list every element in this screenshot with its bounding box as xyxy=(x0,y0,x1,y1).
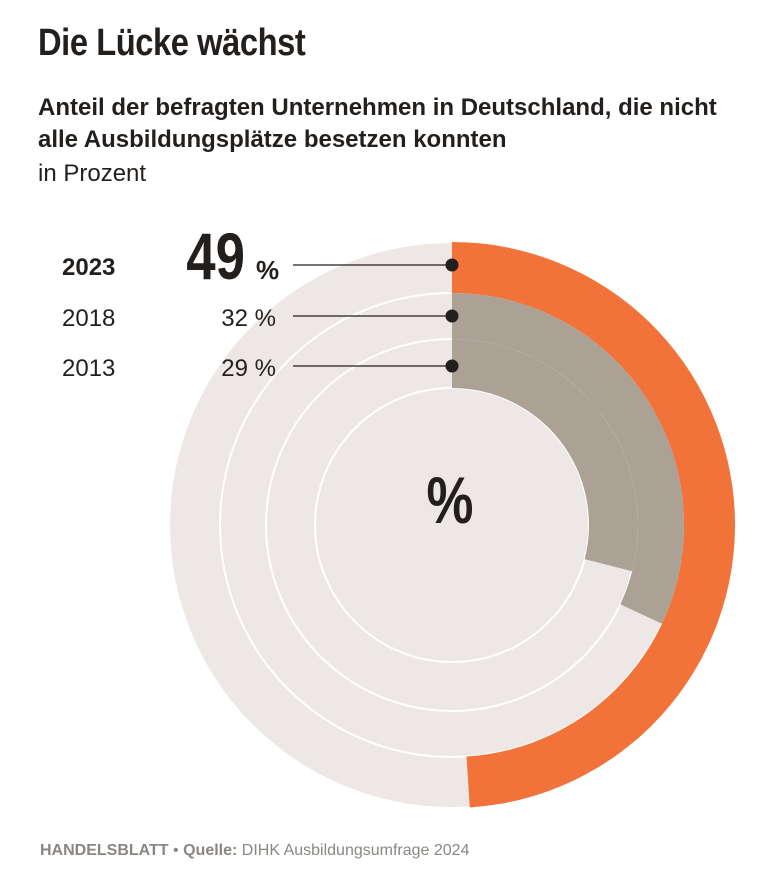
chart-title: Die Lücke wächst xyxy=(38,22,306,64)
value-label-2018: 32 % xyxy=(221,305,276,332)
chart-subtitle: Anteil der befragten Unternehmen in Deut… xyxy=(38,94,717,153)
ring-arc-2013 xyxy=(452,339,638,572)
footer: HANDELSBLATT • Quelle: DIHK Ausbildungsu… xyxy=(40,842,469,860)
year-label-2023: 2023 xyxy=(62,254,115,281)
unit-label: in Prozent xyxy=(38,160,147,187)
year-label-2013: 2013 xyxy=(62,355,115,382)
footer-separator: • xyxy=(173,842,179,859)
year-label-2018: 2018 xyxy=(62,305,115,332)
leader-dot-2013 xyxy=(445,359,459,373)
value-unit-2023: % xyxy=(256,255,279,285)
ring-arc-2023 xyxy=(452,242,736,808)
footer-source-label: Quelle: xyxy=(183,842,238,859)
value-label-2013: 29 % xyxy=(221,355,276,382)
leader-dot-2023 xyxy=(445,258,459,272)
center-percent-symbol: % xyxy=(426,463,474,537)
leader-dot-2018 xyxy=(445,309,459,323)
value-label-2023: 49 xyxy=(186,219,245,293)
ring-arc-2018 xyxy=(452,293,684,624)
footer-source-text: DIHK Ausbildungsumfrage 2024 xyxy=(241,842,470,859)
footer-brand: HANDELSBLATT xyxy=(40,842,169,859)
